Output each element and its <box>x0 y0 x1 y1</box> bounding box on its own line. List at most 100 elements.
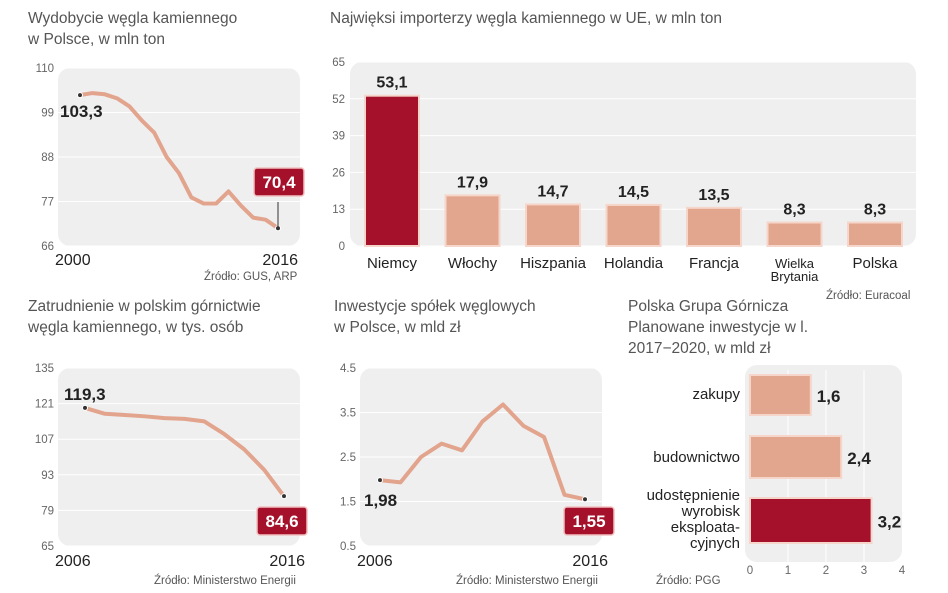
title-line: Inwestycje spółek węglowych <box>334 298 536 315</box>
employment-title: Zatrudnienie w polskim górnictwie węgla k… <box>28 296 261 338</box>
pgg-value-label: 2,4 <box>847 449 871 468</box>
pgg-bar <box>749 435 843 479</box>
production-title: Wydobycie węgla kamiennego w Polsce, w ml… <box>28 8 237 50</box>
importers-value-label: 14,5 <box>618 184 649 201</box>
production-source: Źródło: GUS, ARP <box>204 271 298 283</box>
pgg-bar <box>749 374 812 416</box>
employment-last-value-label: 84,6 <box>265 512 298 531</box>
pgg-xtick-label: 1 <box>785 565 791 577</box>
importers-value-label: 8,3 <box>783 202 805 219</box>
employment-endpoint-marker <box>281 493 287 500</box>
title-line: Planowane inwestycje w l. <box>628 319 809 336</box>
importers-value-label: 53,1 <box>376 75 407 92</box>
importers-category-label: Niemcy <box>367 255 418 272</box>
employment-first-value-label: 119,3 <box>64 385 106 404</box>
importers-category-label: Włochy <box>448 255 498 272</box>
pgg-category-label: wyrobisk <box>681 503 741 520</box>
title-line: w Polsce, w mld zł <box>334 319 461 336</box>
importers-value-label: 17,9 <box>457 174 488 191</box>
importers-title: Najwięksi importerzy węgla kamiennego w … <box>330 8 722 29</box>
title-line: Najwięksi importerzy węgla kamiennego w … <box>330 10 722 27</box>
employment-ytick-label: 65 <box>41 541 54 553</box>
investment-endpoint-marker <box>582 496 588 503</box>
importers-category-label: Wielka <box>775 256 815 271</box>
importers-bar <box>364 94 420 247</box>
investment-endpoint-marker <box>377 477 383 484</box>
pgg-xtick-label: 2 <box>823 565 829 577</box>
investment-ytick-label: 2.5 <box>340 452 356 464</box>
pgg-xtick-label: 3 <box>861 565 867 577</box>
importers-category-label: Hiszpania <box>520 255 587 272</box>
production-last-value-label: 70,4 <box>262 173 296 192</box>
investment-last-value-badge <box>563 506 615 536</box>
employment-xlabel-start: 2006 <box>55 553 91 570</box>
employment-ytick-label: 107 <box>35 434 54 446</box>
pgg-xtick-label: 4 <box>899 565 906 577</box>
title-line: Polska Grupa Górnicza <box>628 298 789 315</box>
importers-ytick-label: 13 <box>332 204 345 216</box>
investment-xlabel-end: 2016 <box>572 553 608 570</box>
investment-ytick-label: 3.5 <box>340 408 356 420</box>
employment-series-line <box>84 406 286 498</box>
importers-bar <box>444 194 501 247</box>
pgg-category-label: eksploata- <box>671 519 740 536</box>
employment-last-value-badge <box>256 506 308 536</box>
pgg-value-label: 3,2 <box>878 513 902 532</box>
pgg-category-label: zakupy <box>692 386 740 403</box>
production-first-value-label: 103,3 <box>60 102 103 121</box>
investment-last-value-label: 1,55 <box>572 512 605 531</box>
pgg-bar <box>749 497 873 544</box>
title-line: Wydobycie węgla kamiennego <box>28 10 238 27</box>
importers-category-label: Holandia <box>604 255 664 272</box>
importers-value-label: 13,5 <box>698 187 729 204</box>
investment-first-value-label: 1,98 <box>364 491 397 510</box>
importers-source: Źródło: Euracoal <box>826 290 911 302</box>
employment-ytick-label: 79 <box>41 505 54 517</box>
title-line: Zatrudnienie w polskim górnictwie <box>28 298 261 315</box>
production-last-value-badge <box>253 167 305 197</box>
production-xlabel-end: 2016 <box>262 252 298 269</box>
importers-bar <box>766 221 823 247</box>
importers-ytick-label: 0 <box>339 241 345 253</box>
employment-endpoint-marker <box>82 404 88 411</box>
production-endpoint-marker <box>77 92 83 99</box>
production-ytick-label: 88 <box>41 152 54 164</box>
pgg-category-label: udostępnienie <box>647 487 740 504</box>
importers-category-label: Polska <box>852 255 898 272</box>
investment-ytick-label: 4.5 <box>340 363 356 375</box>
importers-ytick-label: 39 <box>332 131 345 143</box>
employment-ytick-label: 121 <box>35 399 54 411</box>
investment-source: Źródło: Ministerstwo Energii <box>456 575 598 587</box>
employment-xlabel-end: 2016 <box>269 553 305 570</box>
investment-series-line <box>379 402 586 502</box>
importers-bar <box>525 203 581 248</box>
pgg-xtick-label: 0 <box>747 565 753 577</box>
production-ytick-label: 99 <box>41 108 54 120</box>
importers-category-label: Brytania <box>771 269 819 284</box>
importers-value-label: 8,3 <box>864 202 886 219</box>
investment-ytick-label: 1.5 <box>340 497 356 509</box>
employment-source: Źródło: Ministerstwo Energii <box>154 575 296 587</box>
importers-ytick-label: 65 <box>332 57 345 69</box>
pgg-title: Polska Grupa Górnicza Planowane inwestycj… <box>628 296 808 359</box>
importers-value-label: 14,7 <box>537 183 568 200</box>
pgg-source: Źródło: PGG <box>656 575 721 587</box>
production-xlabel-start: 2000 <box>55 252 91 269</box>
employment-plot-area <box>58 368 300 546</box>
employment-ytick-label: 93 <box>41 470 54 482</box>
importers-bar <box>847 221 903 247</box>
employment-ytick-label: 135 <box>35 363 54 375</box>
importers-category-label: Francja <box>689 255 740 272</box>
title-line: węgla kamiennego, w tys. osób <box>28 319 244 336</box>
importers-ytick-label: 26 <box>332 167 345 179</box>
importers-bar <box>686 206 742 248</box>
pgg-category-label: cyjnych <box>690 535 740 552</box>
title-line: w Polsce, w mln ton <box>28 31 165 48</box>
importers-ytick-label: 52 <box>332 94 345 106</box>
production-ytick-label: 77 <box>41 197 54 209</box>
production-ytick-label: 110 <box>36 63 54 75</box>
investment-title: Inwestycje spółek węglowych w Polsce, w m… <box>334 296 536 338</box>
production-ytick-label: 66 <box>41 241 54 253</box>
